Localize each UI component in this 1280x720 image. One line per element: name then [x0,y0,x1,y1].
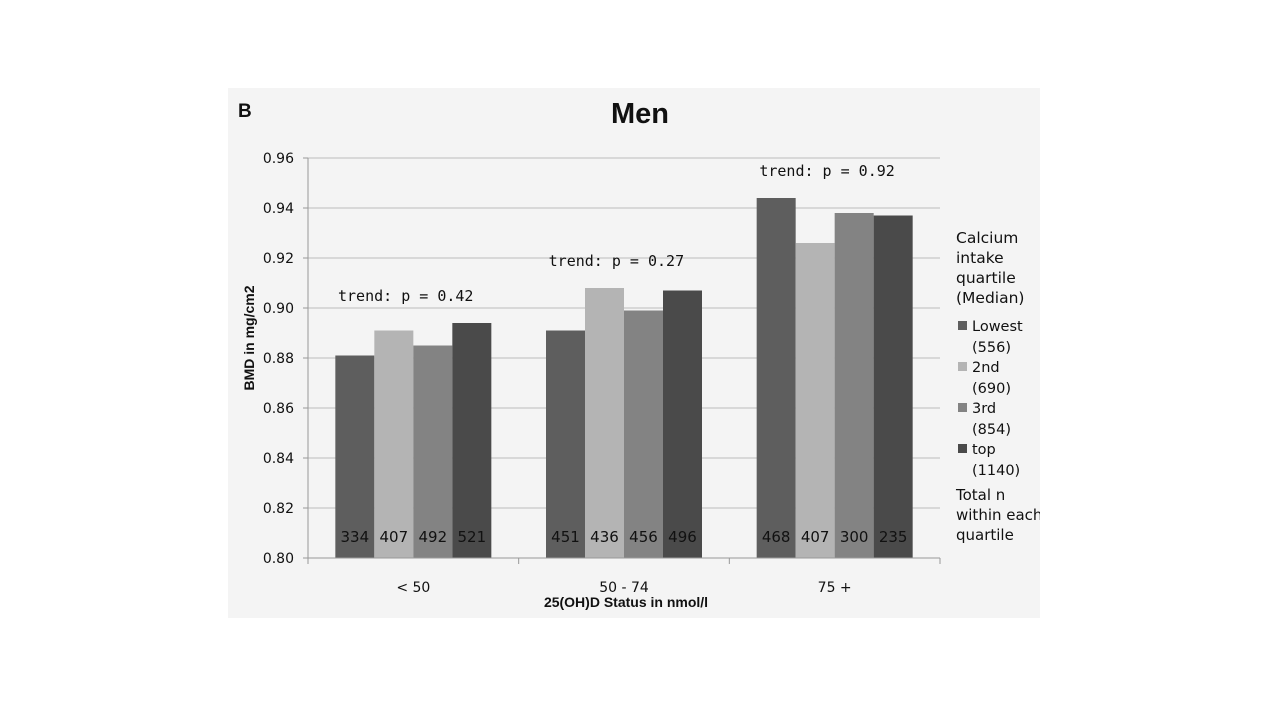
trend-annotation: trend: p = 0.27 [549,252,684,270]
panel-label: B [238,101,252,122]
count-label: 468 [762,528,791,546]
chart-title: Men [611,98,669,130]
x-category-label: 75 + [818,580,852,596]
bar [413,345,453,558]
x-category-label: < 50 [396,580,430,596]
y-tick-label: 0.84 [263,451,294,467]
count-labels: 334 451 468 407 436 407 492 456 300 521 496 235 [341,528,908,546]
bar [335,355,375,558]
count-label: 496 [668,528,697,546]
legend-title-line: (Median) [956,289,1024,307]
bar [756,198,796,558]
trend-annotations: trend: p = 0.42 trend: p = 0.27 trend: p =… [338,162,895,305]
x-axis-title: 25(OH)D Status in nmol/l [544,594,708,610]
legend-label: Lowest [972,319,1023,335]
bars [335,198,913,558]
legend-title-line: Calcium [956,229,1018,247]
legend-swatch [958,444,967,453]
bar [452,323,492,558]
legend-swatch [958,403,967,412]
trend-annotation: trend: p = 0.42 [338,287,473,305]
legend-swatch [958,321,967,330]
bar [624,310,663,558]
legend-median: (690) [972,381,1011,397]
bar [374,330,414,558]
legend-title-line: quartile [956,269,1016,287]
y-tick-label: 0.90 [263,301,294,317]
y-tick-label: 0.96 [263,151,294,167]
legend-swatch [958,362,967,371]
count-label: 436 [590,528,619,546]
bar-chart: B Men 0.800.820.840.860.880.900.920.940.… [238,98,1040,610]
bar [795,243,835,558]
legend-label: top [972,442,996,458]
bar [585,288,624,558]
legend-note-line: Total n [955,486,1005,504]
count-label: 235 [879,528,908,546]
count-label: 492 [419,528,448,546]
bar [834,213,874,558]
legend: Calcium intake quartile (Median) Lowest (556)… [955,229,1040,544]
y-tick-label: 0.94 [263,201,294,217]
y-tick-label: 0.82 [263,501,294,517]
count-label: 521 [458,528,487,546]
y-tick-label: 0.88 [263,351,294,367]
count-label: 407 [801,528,830,546]
chart-panel: B Men 0.80 0.82 0.84 0.86 0.88 0.90 0.92 0.94 0.… [228,88,1040,618]
count-label: 300 [840,528,869,546]
y-tick-label: 0.80 [263,551,294,567]
bar [546,330,585,558]
count-label: 334 [341,528,370,546]
legend-median: (1140) [972,463,1020,479]
legend-median: (556) [972,340,1011,356]
count-label: 456 [629,528,658,546]
legend-label: 3rd [972,401,996,417]
count-label: 451 [551,528,580,546]
legend-note-line: within each [956,506,1040,524]
count-label: 407 [380,528,409,546]
bar [873,215,913,558]
trend-annotation: trend: p = 0.92 [759,162,894,180]
bar [663,290,702,558]
x-axis: < 50 50 - 74 75 + [307,158,941,596]
y-axis-title: BMD in mg/cm2 [241,285,257,390]
legend-label: 2nd [972,360,1000,376]
legend-title-line: intake [956,249,1004,267]
legend-median: (854) [972,422,1011,438]
y-tick-label: 0.92 [263,251,294,267]
legend-note-line: quartile [956,526,1014,544]
x-category-label: 50 - 74 [599,580,649,596]
y-tick-labels: 0.80 0.82 0.84 0.86 0.88 0.90 0.92 0.94 0.96 [263,151,294,567]
y-tick-label: 0.86 [263,401,294,417]
